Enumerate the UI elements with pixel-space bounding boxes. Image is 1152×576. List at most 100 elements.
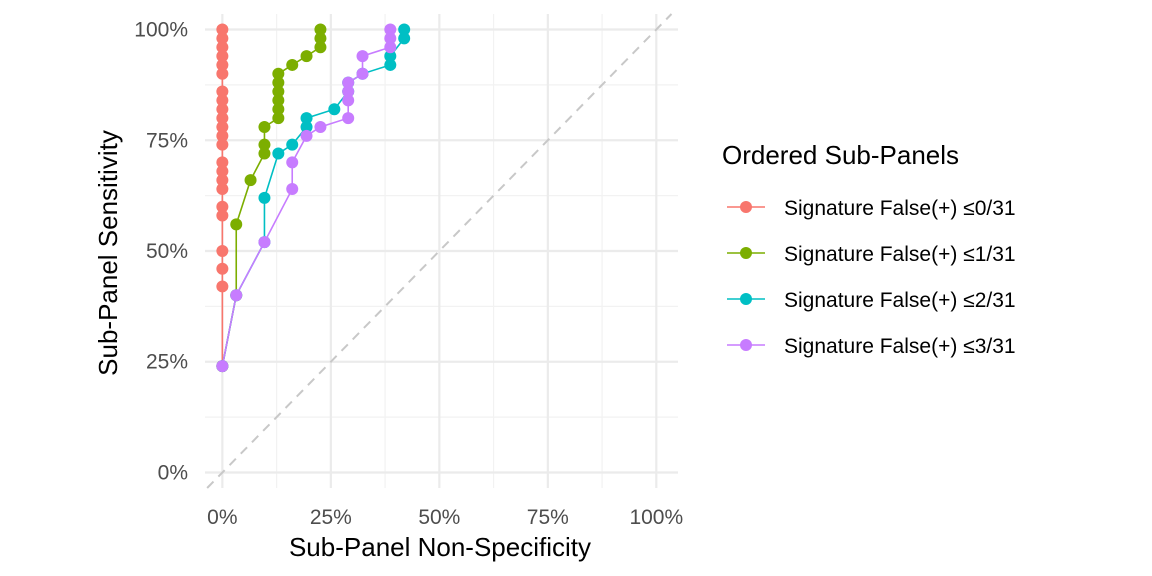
legend-key-point [740,293,752,305]
data-point [216,103,229,116]
y-axis-ticks: 0% 25% 50% 75% 100% [134,19,188,485]
x-tick-label: 100% [629,506,683,529]
data-point [384,41,397,54]
data-point [384,58,397,71]
y-axis-title: Sub-Panel Sensitivity [93,130,123,376]
data-point [272,103,285,116]
data-point [272,85,285,98]
y-tick-label: 25% [146,351,188,374]
data-point [216,182,229,195]
data-point [356,50,369,63]
y-tick-label: 75% [146,129,188,152]
data-point [384,23,397,36]
legend-title: Ordered Sub-Panels [722,140,959,170]
data-point [258,236,271,249]
data-point [216,262,229,275]
series-layer [216,23,411,373]
data-point [258,120,271,133]
data-point [286,138,299,151]
data-point [216,129,229,142]
data-point [300,50,313,63]
series-4 [216,23,397,373]
reference-diagonal-line [206,13,673,489]
data-point [272,147,285,160]
data-point [272,94,285,107]
data-point [286,182,299,195]
data-point [216,174,229,187]
data-point [216,58,229,71]
data-point [272,112,285,125]
legend-key-point [740,339,752,351]
series-2 [216,23,327,373]
data-point [272,76,285,89]
data-point [314,120,327,133]
legend-key-point [740,201,752,213]
x-axis-title: Sub-Panel Non-Specificity [289,532,591,562]
data-point [314,32,327,45]
data-point [342,85,355,98]
data-point [216,156,229,169]
data-point [230,218,243,231]
data-point [216,120,229,133]
x-tick-label: 0% [207,506,237,529]
data-point [216,41,229,54]
data-point [272,67,285,80]
data-point [342,112,355,125]
data-point [384,50,397,63]
data-point [300,112,313,125]
data-point [286,156,299,169]
data-point [286,58,299,71]
data-point [244,174,257,187]
data-point [384,32,397,45]
series-1 [216,23,229,373]
y-tick-label: 100% [134,19,188,42]
data-point [258,191,271,204]
data-point [258,147,271,160]
data-point [216,200,229,213]
legend: Ordered Sub-Panels Signature False(+) ≤0… [722,140,1016,358]
legend-label: Signature False(+) ≤0/31 [784,197,1016,220]
legend-key-point [740,247,752,259]
legend-item: Signature False(+) ≤0/31 [727,197,1016,220]
data-point [216,280,229,293]
data-point [342,76,355,89]
legend-items: Signature False(+) ≤0/31 Signature False(… [727,197,1016,358]
data-point [216,209,229,222]
data-point [398,32,411,45]
y-tick-label: 0% [158,461,188,484]
data-point [398,23,411,36]
data-point [216,245,229,257]
legend-item: Signature False(+) ≤1/31 [727,243,1016,266]
data-point [216,50,229,63]
data-point [216,360,229,373]
x-tick-label: 75% [527,506,569,529]
legend-item: Signature False(+) ≤3/31 [727,335,1016,358]
data-point [216,67,229,80]
data-point [216,165,229,178]
legend-item: Signature False(+) ≤2/31 [727,289,1016,312]
legend-label: Signature False(+) ≤3/31 [784,335,1016,358]
data-point [300,120,313,133]
data-point [342,94,355,107]
x-tick-label: 25% [310,506,352,529]
data-point [216,112,229,125]
data-point [230,289,243,302]
legend-label: Signature False(+) ≤2/31 [784,289,1016,312]
y-tick-label: 50% [146,240,188,263]
legend-label: Signature False(+) ≤1/31 [784,243,1016,266]
data-point [216,85,229,98]
data-point [216,138,229,151]
major-gridlines [205,14,678,488]
x-axis-ticks: 0% 25% 50% 75% 100% [207,506,683,529]
series-line [221,29,322,367]
data-point [216,94,229,107]
data-point [314,41,327,54]
data-point [216,32,229,45]
x-tick-label: 50% [418,506,460,529]
data-point [300,129,313,142]
data-point [328,103,341,116]
series-line [221,29,392,367]
data-point [314,23,327,36]
data-point [258,138,271,151]
